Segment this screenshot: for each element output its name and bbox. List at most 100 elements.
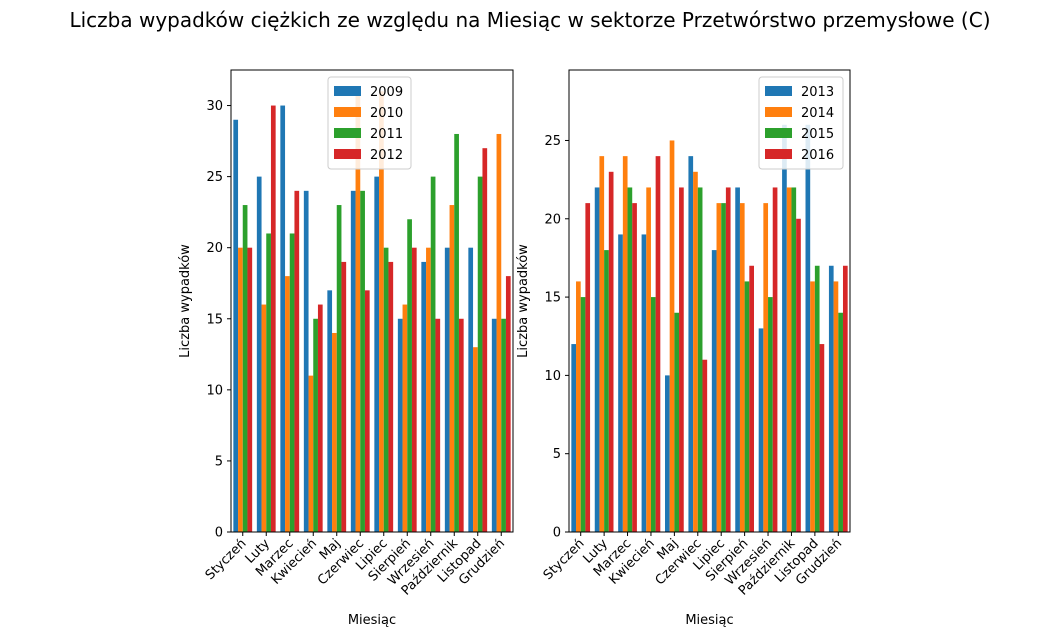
y-tick-label: 30 — [206, 99, 223, 114]
bar-2011-październik — [454, 133, 459, 532]
y-tick-label: 0 — [215, 526, 223, 541]
bar-2012-maj — [341, 261, 347, 532]
bar-2015-wrzesień — [768, 297, 773, 532]
bar-2014-lipiec — [716, 203, 722, 532]
bar-2013-luty — [594, 187, 600, 532]
bar-2009-maj — [327, 290, 333, 532]
legend-label-2009: 2009 — [370, 85, 403, 100]
bar-2013-maj — [665, 375, 670, 532]
bar-2016-grudzień — [842, 265, 848, 532]
bar-2015-marzec — [627, 187, 633, 532]
bar-2015-październik — [791, 187, 797, 532]
y-tick-label: 25 — [206, 170, 223, 185]
bar-2012-czerwiec — [364, 290, 370, 532]
bar-2012-październik — [458, 318, 464, 532]
bar-2013-październik — [782, 124, 787, 532]
x-tick-label: Styczeń — [203, 536, 250, 583]
bar-2016-marzec — [632, 203, 637, 532]
figure-title: Liczba wypadków ciężkich ze względu na M… — [69, 8, 991, 32]
bar-2015-lipiec — [721, 203, 726, 532]
bar-2014-grudzień — [833, 281, 839, 532]
bar-2011-sierpień — [407, 219, 412, 532]
bar-2010-maj — [332, 332, 337, 532]
y-tick-label: 0 — [553, 526, 561, 541]
y-tick-label: 10 — [206, 383, 223, 398]
bar-2012-styczeń — [247, 247, 253, 532]
bar-2013-czerwiec — [688, 156, 694, 532]
plot-frame — [568, 69, 851, 533]
bar-2011-marzec — [289, 233, 295, 533]
bar-2014-luty — [599, 156, 605, 532]
bar-2010-listopad — [473, 347, 478, 532]
bar-2009-luty — [256, 176, 262, 532]
bar-2012-luty — [270, 105, 276, 532]
y-axis-label: Liczba wypadków — [178, 244, 193, 358]
bar-2011-styczeń — [242, 205, 248, 533]
legend-swatch-2015 — [765, 128, 792, 138]
bar-2015-grudzień — [838, 312, 843, 532]
bar-2012-wrzesień — [435, 318, 441, 532]
y-tick-label: 25 — [544, 134, 561, 149]
bar-2010-sierpień — [402, 304, 408, 532]
bar-2013-lipiec — [711, 250, 717, 532]
bar-2016-styczeń — [585, 203, 591, 532]
bar-2011-luty — [266, 233, 271, 533]
legend: 2013 2014 2015 2016 — [758, 76, 844, 170]
bar-2014-maj — [669, 140, 675, 532]
bar-2016-maj — [679, 187, 684, 532]
bar-2015-maj — [674, 312, 680, 532]
bar-2012-marzec — [294, 190, 300, 532]
bar-2015-czerwiec — [697, 187, 703, 532]
legend-swatch-2010 — [334, 107, 361, 117]
bar-2009-grudzień — [491, 318, 497, 532]
bar-2009-czerwiec — [350, 190, 356, 532]
bar-2010-październik — [449, 205, 455, 533]
legend-box — [327, 76, 412, 170]
bar-2013-marzec — [618, 234, 623, 532]
y-tick-label: 10 — [544, 369, 561, 384]
plot-frame — [230, 69, 514, 533]
bar-2016-czerwiec — [702, 359, 708, 532]
bar-2012-grudzień — [505, 276, 511, 532]
chart-panel-1: 051015202530StyczeńLutyMarzecKwiecieńMaj… — [178, 69, 514, 628]
bar-2010-lipiec — [379, 91, 384, 532]
bar-2010-kwiecień — [308, 375, 314, 532]
bar-2011-czerwiec — [360, 190, 365, 532]
legend-swatch-2013 — [765, 86, 792, 96]
bar-2009-marzec — [280, 105, 286, 532]
bar-2011-grudzień — [501, 318, 506, 532]
legend-label-2015: 2015 — [801, 127, 834, 142]
bar-2015-sierpień — [744, 281, 750, 532]
legend-label-2010: 2010 — [370, 106, 403, 121]
bar-2015-kwiecień — [650, 297, 656, 532]
bar-2016-luty — [608, 171, 614, 533]
y-axis-label: Liczba wypadków — [516, 244, 531, 358]
bar-2014-wrzesień — [763, 203, 769, 532]
y-tick-label: 20 — [206, 241, 223, 256]
y-tick-label: 5 — [553, 447, 561, 462]
bar-2011-maj — [336, 205, 342, 533]
bar-2009-listopad — [468, 247, 474, 532]
bar-2010-luty — [261, 304, 267, 532]
y-tick-label: 15 — [206, 312, 223, 327]
bar-2009-październik — [444, 247, 450, 532]
bar-2016-wrzesień — [772, 187, 778, 532]
legend-swatch-2009 — [334, 86, 361, 96]
y-tick-label: 15 — [544, 291, 561, 306]
bar-2012-lipiec — [388, 261, 394, 532]
x-tick-label: Styczeń — [541, 536, 588, 583]
bar-2014-marzec — [622, 156, 628, 532]
legend-swatch-2014 — [765, 107, 792, 117]
bar-2012-kwiecień — [317, 304, 323, 532]
bar-2013-styczeń — [571, 344, 577, 532]
bar-2011-wrzesień — [430, 176, 436, 532]
bar-2010-czerwiec — [355, 91, 361, 532]
legend-swatch-2016 — [765, 149, 792, 159]
bar-2009-styczeń — [233, 119, 239, 532]
bar-2016-październik — [796, 218, 801, 532]
bar-2014-sierpień — [739, 203, 745, 532]
chart-panel-2: 0510152025StyczeńLutyMarzecKwiecieńMajCz… — [516, 69, 851, 628]
bar-2014-listopad — [810, 281, 815, 532]
bar-2014-kwiecień — [646, 187, 651, 532]
